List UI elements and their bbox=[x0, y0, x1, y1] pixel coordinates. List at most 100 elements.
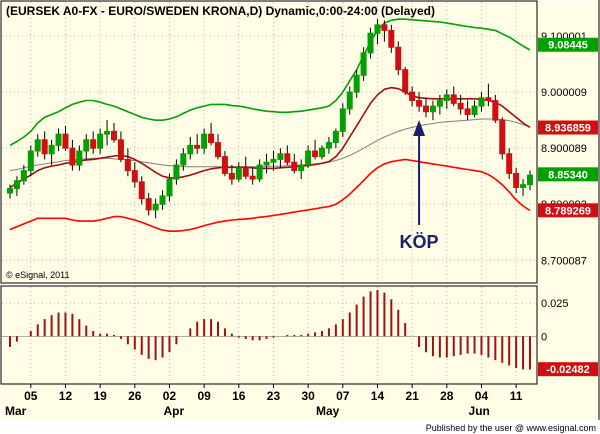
candle-17 bbox=[124, 148, 131, 177]
x-tick-label-12: 28 bbox=[440, 389, 454, 403]
candle-body-35 bbox=[249, 175, 256, 180]
candle-body-72 bbox=[506, 153, 513, 174]
candle-body-2 bbox=[20, 170, 27, 182]
candle-72 bbox=[506, 148, 513, 180]
x-tick-label-13: 04 bbox=[475, 389, 489, 403]
price-marker-tag-3: 8.789269 bbox=[545, 205, 591, 217]
price-marker-tag-0: 9.08445 bbox=[548, 40, 588, 52]
candle-50 bbox=[353, 69, 360, 98]
candle-body-16 bbox=[117, 139, 124, 160]
candle-68 bbox=[478, 92, 485, 112]
x-tick-label-0: 05 bbox=[24, 389, 38, 403]
candle-body-25 bbox=[180, 153, 187, 166]
candle-21 bbox=[152, 198, 159, 219]
candle-37 bbox=[263, 153, 270, 174]
candle-40 bbox=[284, 145, 291, 166]
candle-53 bbox=[374, 19, 381, 45]
candle-body-74 bbox=[520, 184, 527, 188]
annotation-arrow-head bbox=[413, 120, 426, 136]
x-tick-label-7: 23 bbox=[267, 389, 281, 403]
candle-body-31 bbox=[221, 156, 228, 174]
osc-panel-border bbox=[0, 285, 538, 385]
candle-body-26 bbox=[187, 144, 194, 155]
candle-26 bbox=[187, 136, 194, 160]
candle-body-27 bbox=[194, 144, 201, 149]
candle-32 bbox=[228, 165, 235, 185]
candles bbox=[7, 19, 533, 219]
candle-63 bbox=[443, 89, 450, 109]
candle-46 bbox=[325, 136, 332, 154]
x-tick-label-9: 07 bbox=[336, 389, 350, 403]
candle-24 bbox=[173, 159, 180, 185]
candle-body-61 bbox=[429, 105, 436, 113]
candle-44 bbox=[312, 139, 319, 160]
candle-60 bbox=[423, 97, 429, 118]
candle-body-3 bbox=[27, 150, 34, 172]
osc-tag-bg-2 bbox=[538, 362, 598, 377]
candle-6 bbox=[48, 139, 55, 166]
x-axis-bg bbox=[1, 384, 537, 420]
candle-body-11 bbox=[83, 139, 90, 152]
x-tick-label-3: 26 bbox=[128, 389, 142, 403]
price-marker-tag-bg-0 bbox=[538, 37, 598, 52]
candle-29 bbox=[208, 122, 215, 146]
price-marker-tag-bg-3 bbox=[538, 203, 598, 218]
candle-15 bbox=[111, 122, 117, 143]
candle-body-44 bbox=[312, 150, 319, 158]
candle-body-62 bbox=[436, 100, 443, 107]
x-tick-label-11: 21 bbox=[405, 389, 419, 403]
candle-3 bbox=[27, 145, 34, 177]
candle-25 bbox=[180, 148, 187, 171]
candle-body-70 bbox=[492, 100, 499, 121]
x-tick-label-6: 16 bbox=[232, 389, 246, 403]
candle-10 bbox=[76, 145, 83, 171]
candle-body-39 bbox=[277, 153, 284, 160]
candle-70 bbox=[492, 94, 499, 123]
candle-body-10 bbox=[76, 150, 83, 166]
price-marker-tag-1: 8.936859 bbox=[545, 123, 591, 135]
price-panel-bg bbox=[1, 1, 537, 283]
candle-57 bbox=[402, 66, 409, 95]
candle-41 bbox=[291, 153, 298, 174]
osc-tick-1: 0 bbox=[541, 331, 547, 343]
candle-body-47 bbox=[332, 130, 339, 144]
candle-body-71 bbox=[499, 119, 506, 155]
price-tick-2: 8.900089 bbox=[541, 143, 587, 155]
candle-59 bbox=[416, 92, 423, 112]
candle-55 bbox=[388, 24, 395, 53]
candle-body-73 bbox=[513, 172, 520, 188]
candle-body-66 bbox=[464, 108, 471, 116]
candle-body-48 bbox=[339, 108, 346, 132]
candle-33 bbox=[235, 162, 242, 182]
y-axis: 9.1000019.0000098.9000898.8000938.700087… bbox=[538, 31, 598, 377]
x-tick-label-1: 12 bbox=[59, 389, 73, 403]
candle-4 bbox=[34, 134, 41, 157]
candle-body-5 bbox=[41, 139, 48, 155]
oscillator bbox=[2, 289, 536, 370]
band-mid-line bbox=[9, 86, 531, 189]
candle-body-30 bbox=[215, 142, 221, 158]
month-label-3: Jun bbox=[469, 404, 490, 418]
candle-7 bbox=[55, 128, 62, 151]
candle-body-22 bbox=[159, 195, 166, 205]
candle-body-41 bbox=[291, 161, 298, 172]
candle-5 bbox=[41, 131, 48, 160]
candle-30 bbox=[215, 134, 221, 160]
candle-body-50 bbox=[353, 74, 360, 93]
candle-body-20 bbox=[145, 198, 152, 211]
candle-73 bbox=[513, 167, 520, 194]
candle-58 bbox=[409, 86, 416, 107]
candle-20 bbox=[145, 193, 152, 216]
price-panel-border bbox=[0, 0, 538, 284]
annotation bbox=[413, 120, 426, 225]
candle-body-13 bbox=[97, 133, 104, 149]
candle-0 bbox=[7, 184, 13, 199]
candle-64 bbox=[450, 86, 457, 107]
candle-body-23 bbox=[166, 178, 173, 197]
candle-31 bbox=[221, 151, 228, 177]
osc-tag-2: -0.02482 bbox=[546, 364, 589, 376]
candle-65 bbox=[457, 94, 464, 115]
candle-18 bbox=[131, 162, 138, 188]
candle-body-40 bbox=[284, 153, 291, 163]
candle-54 bbox=[381, 20, 388, 42]
